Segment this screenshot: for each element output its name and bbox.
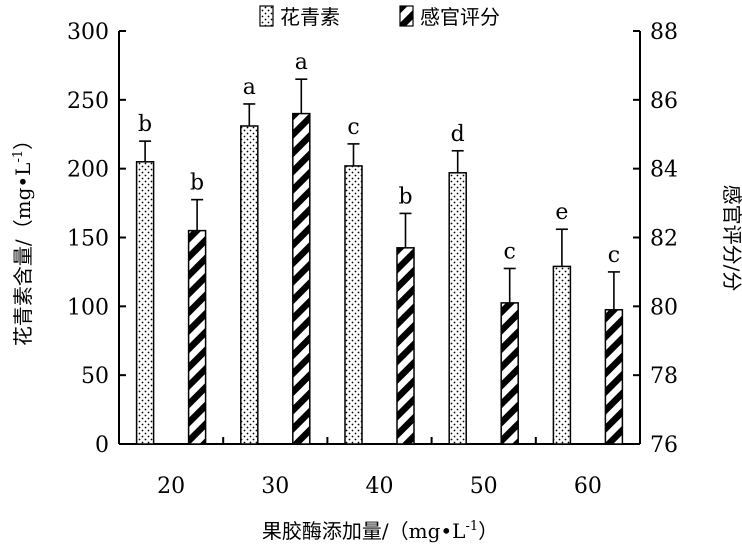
bar-sensory bbox=[500, 302, 519, 445]
bar-anthocyanin bbox=[552, 265, 572, 445]
significance-label-sensory: c bbox=[608, 243, 620, 268]
significance-label-anthocyanin: b bbox=[138, 112, 152, 137]
left-tick-label: 250 bbox=[67, 89, 109, 114]
bar-anthocyanin bbox=[344, 165, 363, 445]
x-tick-label: 60 bbox=[574, 474, 602, 499]
left-tick-label: 100 bbox=[67, 295, 109, 320]
x-tick-label: 40 bbox=[366, 474, 394, 499]
left-tick-label: 50 bbox=[81, 364, 109, 389]
significance-label-anthocyanin: c bbox=[347, 115, 359, 140]
bar-sensory bbox=[292, 112, 311, 445]
legend-label-anthocyanin: 花青素 bbox=[280, 5, 340, 29]
left-axis-ticks: 0 50 100 150 200 250 300 bbox=[67, 20, 126, 458]
right-tick-label: 80 bbox=[650, 295, 678, 320]
right-axis-title: 感官评分/分 bbox=[720, 185, 742, 292]
x-tick-label: 20 bbox=[157, 474, 185, 499]
right-tick-label: 84 bbox=[650, 158, 678, 183]
right-tick-label: 76 bbox=[650, 433, 678, 458]
significance-label-sensory: c bbox=[504, 239, 516, 264]
right-tick-label: 88 bbox=[650, 20, 678, 45]
right-tick-label: 82 bbox=[650, 227, 678, 252]
bar-anthocyanin bbox=[135, 161, 155, 445]
bar-sensory bbox=[396, 247, 415, 445]
legend-label-sensory: 感官评分 bbox=[420, 5, 500, 29]
left-axis-title: 花青素含量/（mg•L-1） bbox=[11, 130, 35, 346]
left-tick-label: 0 bbox=[95, 433, 109, 458]
legend-swatch-anthocyanin bbox=[259, 5, 274, 27]
bar-anthocyanin bbox=[240, 125, 259, 445]
x-tick-label: 50 bbox=[470, 474, 498, 499]
right-tick-label: 78 bbox=[650, 364, 678, 389]
significance-label-anthocyanin: e bbox=[555, 200, 568, 225]
right-tick-label: 86 bbox=[650, 89, 678, 114]
left-tick-label: 150 bbox=[67, 227, 109, 252]
significance-label-sensory: b bbox=[190, 171, 204, 196]
significance-label-anthocyanin: d bbox=[451, 122, 465, 147]
significance-label-anthocyanin: a bbox=[243, 75, 256, 100]
x-axis-ticks: 20 30 40 50 60 bbox=[157, 437, 602, 499]
legend: 花青素 感官评分 bbox=[259, 5, 500, 29]
bars: b a c d e b a b c c bbox=[135, 50, 624, 445]
bar-sensory bbox=[604, 309, 624, 445]
right-axis-ticks: 76 78 80 82 84 86 88 bbox=[633, 20, 678, 458]
significance-label-sensory: a bbox=[295, 50, 308, 75]
left-tick-label: 200 bbox=[67, 158, 109, 183]
legend-swatch-sensory bbox=[399, 5, 414, 27]
left-tick-label: 300 bbox=[67, 20, 109, 45]
significance-label-sensory: b bbox=[398, 184, 412, 209]
x-tick-label: 30 bbox=[261, 474, 289, 499]
bar-sensory bbox=[187, 229, 207, 445]
bar-anthocyanin bbox=[448, 172, 467, 445]
x-axis-title: 果胶酶添加量/（mg•L-1） bbox=[262, 519, 498, 543]
